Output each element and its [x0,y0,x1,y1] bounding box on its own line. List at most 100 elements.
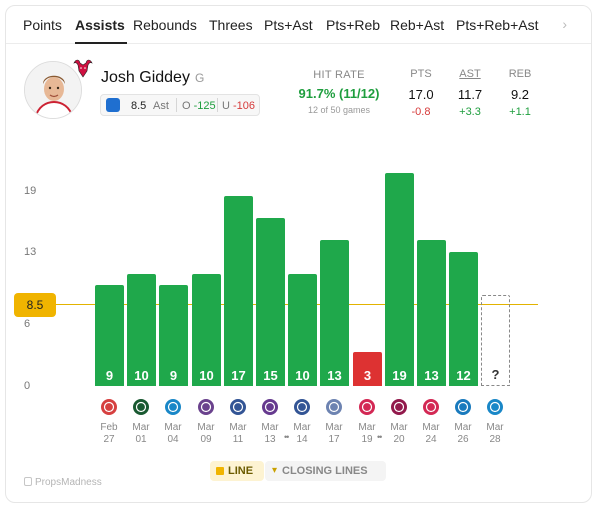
avg-ast[interactable]: AST 11.7 +3.3 [457,68,483,118]
pill-divider [217,98,218,112]
y-tick-label: 19 [24,185,37,197]
player-headshot-icon [25,62,81,118]
player-avatar [24,61,82,119]
bar-value-label: 19 [392,368,407,383]
opponent-logo-icon [324,397,344,417]
player-position: G [195,71,205,85]
bar-value-label: 3 [363,368,372,383]
closing-line-pin-icon: ▾ [272,465,278,476]
bar-value-label: 13 [424,368,439,383]
opponent-logo-icon [260,397,280,417]
game-bar[interactable]: 10 [288,274,317,386]
game-bar[interactable]: 3 [353,352,382,386]
y-tick-label: 13 [24,246,37,258]
active-tab-indicator [75,42,127,44]
x-month-label: Mar [422,422,440,433]
x-day-label: 11 [232,434,244,445]
x-day-label: 13 [264,434,276,445]
x-day-label: 04 [167,434,179,445]
hit-rate-label: HIT RATE [313,69,365,81]
x-month-label: Mar [229,422,247,433]
prop-line-value: 8.5 [131,100,147,112]
prop-stat-label: Ast [153,100,169,112]
brand-logo-icon [24,477,32,486]
tabs-scroll-right-icon[interactable]: › [562,16,567,32]
date-gap-marker: •• [284,432,289,442]
player-name: Josh Giddey [101,69,190,86]
x-month-label: Mar [132,422,150,433]
opponent-logo-icon [99,397,119,417]
game-bar[interactable]: 13 [320,240,349,386]
x-day-label: 09 [200,434,212,445]
brand-watermark: PropsMadness [24,477,102,488]
over-odds[interactable]: O -125 [182,100,216,112]
x-month-label: Mar [325,422,343,433]
tab-pts-reb[interactable]: Pts+Reb [326,17,381,33]
game-bar[interactable]: 17 [224,196,253,386]
game-bar[interactable]: 15 [256,218,285,386]
game-bar[interactable]: 19 [385,173,414,386]
bar-value-label: 13 [327,368,342,383]
bar-value-label: 10 [199,368,214,383]
under-odds[interactable]: U -106 [222,100,256,112]
bar-value-label: 9 [169,368,178,383]
hit-rate-games: 12 of 50 games [307,105,371,115]
opponent-logo-icon [292,397,312,417]
bar-value-label: 10 [295,368,310,383]
pill-divider [176,98,177,112]
x-day-label: 24 [425,434,437,445]
opponent-logo-icon [421,397,441,417]
opponent-logo-icon [357,397,377,417]
bar-value-label: 15 [263,368,278,383]
x-month-label: Feb [100,422,118,433]
game-bar[interactable]: 9 [95,285,124,386]
game-bar[interactable]: 13 [417,240,446,386]
x-day-label: 14 [296,434,308,445]
x-day-label: 26 [457,434,469,445]
x-month-label: Mar [293,422,311,433]
game-bar[interactable]: 12 [449,252,478,386]
x-month-label: Mar [390,422,408,433]
y-tick-label: 6 [24,318,31,330]
x-month-label: Mar [454,422,472,433]
avg-pts: PTS 17.0 -0.8 [408,68,434,118]
tab-points[interactable]: Points [23,17,62,33]
game-bar[interactable]: 10 [127,274,156,386]
betting-line-pill[interactable]: 8.5 Ast O -125 U -106 [100,94,260,116]
tab-pts-reb-ast[interactable]: Pts+Reb+Ast [456,17,539,33]
legend-closing-lines-toggle[interactable]: ▾ CLOSING LINES [265,461,386,481]
x-day-label: 20 [393,434,405,445]
bar-value-label: 12 [456,368,471,383]
x-month-label: Mar [486,422,504,433]
y-tick-label: 0 [24,380,31,392]
x-day-label: 19 [361,434,373,445]
x-day-label: 01 [135,434,147,445]
game-bar[interactable]: 10 [192,274,221,386]
opponent-logo-icon [389,397,409,417]
x-day-label: 28 [489,434,501,445]
opponent-logo-icon [228,397,248,417]
sportsbook-icon [106,98,120,112]
tab-rebounds[interactable]: Rebounds [133,17,197,33]
x-day-label: 17 [328,434,340,445]
prop-line-badge: 8.5 [14,293,56,317]
opponent-logo-icon [453,397,473,417]
tab-pts-ast[interactable]: Pts+Ast [264,17,313,33]
line-swatch-icon [216,467,224,475]
opponent-logo-icon [163,397,183,417]
x-month-label: Mar [197,422,215,433]
opponent-logo-icon [485,397,505,417]
tab-reb-ast[interactable]: Reb+Ast [390,17,445,33]
x-month-label: Mar [164,422,182,433]
legend-line-toggle[interactable]: LINE [210,461,264,481]
opponent-logo-icon [131,397,151,417]
tabs-fade [551,6,591,43]
tab-threes[interactable]: Threes [209,17,253,33]
x-day-label: 27 [103,434,115,445]
bulls-logo-icon [73,59,93,78]
avg-reb: REB 9.2 +1.1 [508,68,532,118]
tab-assists[interactable]: Assists [75,17,125,33]
opponent-logo-icon [196,397,216,417]
game-bar[interactable]: ? [481,295,510,386]
game-bar[interactable]: 9 [159,285,188,386]
